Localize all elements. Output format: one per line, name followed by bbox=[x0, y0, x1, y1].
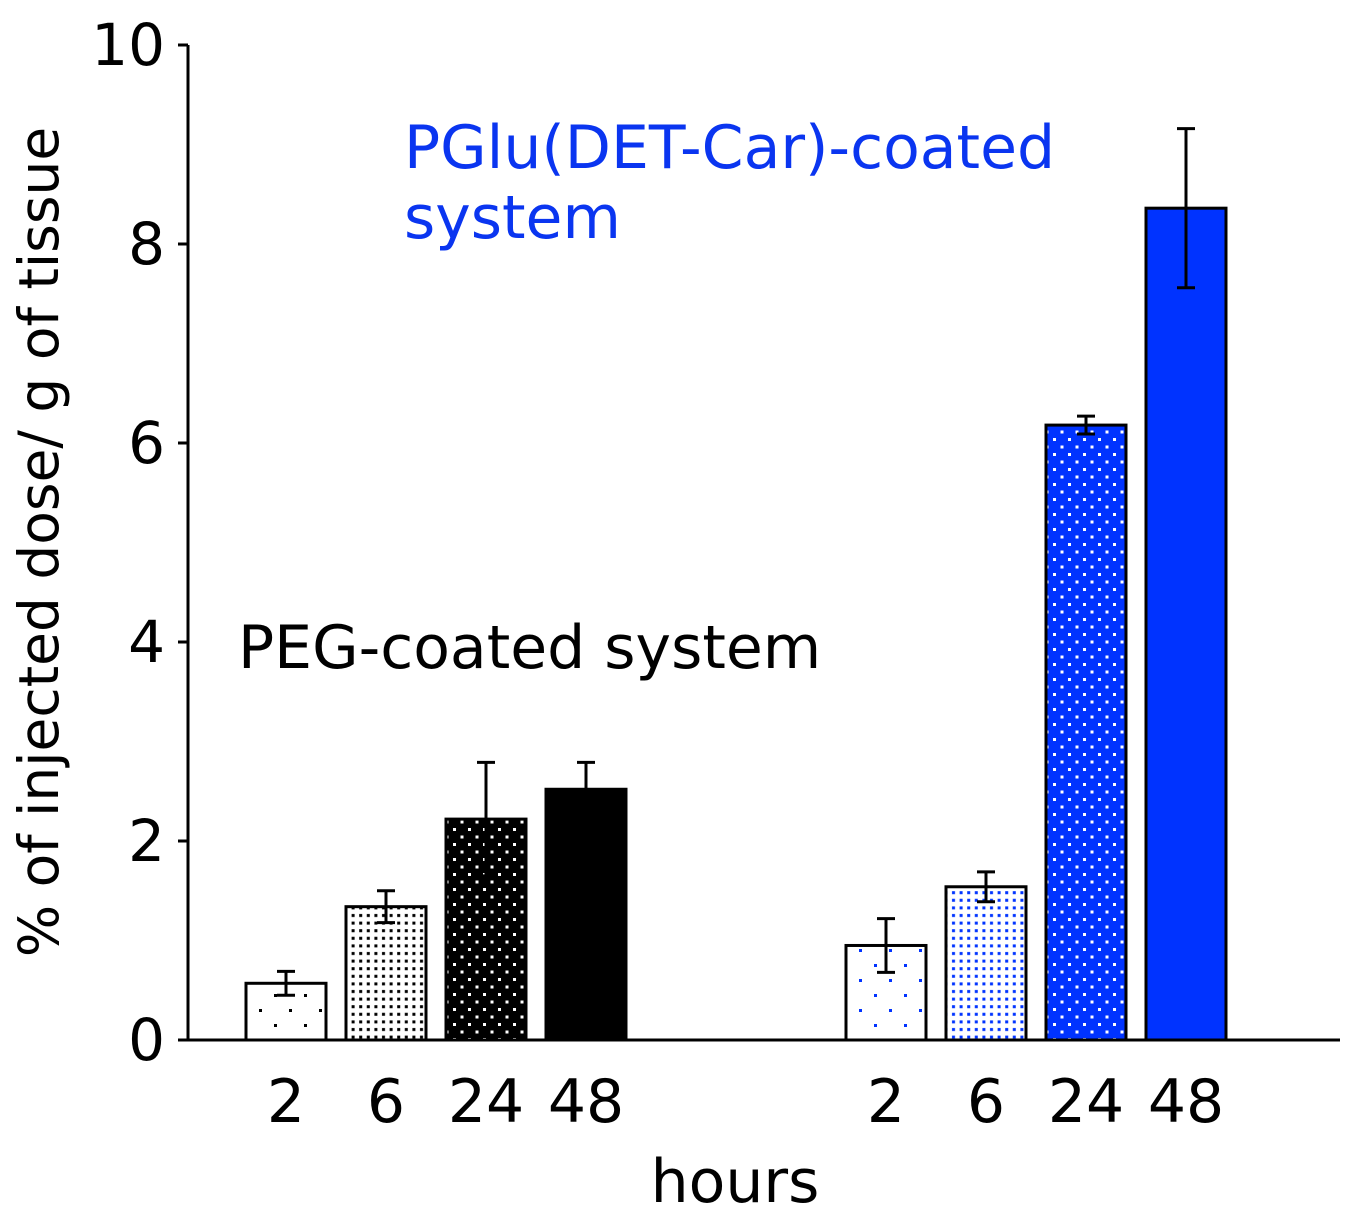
x-tick-label: 48 bbox=[548, 1067, 624, 1137]
bar bbox=[344, 905, 428, 1042]
bar bbox=[1044, 423, 1128, 1042]
pglu-group-label: PGlu(DET-Car)-coated bbox=[404, 113, 1055, 183]
bar bbox=[1144, 206, 1228, 1042]
x-tick-label: 48 bbox=[1148, 1067, 1224, 1137]
y-tick-label: 2 bbox=[128, 807, 165, 875]
x-axis-label: hours bbox=[651, 1147, 820, 1215]
y-axis-label: % of injected dose/ g of tissue bbox=[7, 127, 71, 957]
x-tick-label: 2 bbox=[867, 1067, 905, 1137]
pglu-group-label: system bbox=[404, 183, 621, 253]
peg-group-label: PEG-coated system bbox=[238, 613, 821, 683]
y-tick-label: 10 bbox=[91, 11, 165, 79]
y-tick-label: 4 bbox=[128, 608, 165, 676]
y-tick-label: 6 bbox=[128, 409, 165, 477]
x-tick-label: 6 bbox=[967, 1067, 1005, 1137]
bar bbox=[944, 885, 1028, 1042]
x-tick-label: 2 bbox=[267, 1067, 305, 1137]
y-tick-label: 0 bbox=[128, 1006, 165, 1074]
bars bbox=[244, 127, 1228, 1042]
bar bbox=[544, 787, 628, 1042]
x-tick-label: 24 bbox=[1048, 1067, 1124, 1137]
axes: 0 2 4 6 8 10 bbox=[91, 11, 1340, 1074]
x-tick-label: 24 bbox=[448, 1067, 524, 1137]
y-tick-label: 8 bbox=[128, 210, 165, 278]
x-tick-label: 6 bbox=[367, 1067, 405, 1137]
